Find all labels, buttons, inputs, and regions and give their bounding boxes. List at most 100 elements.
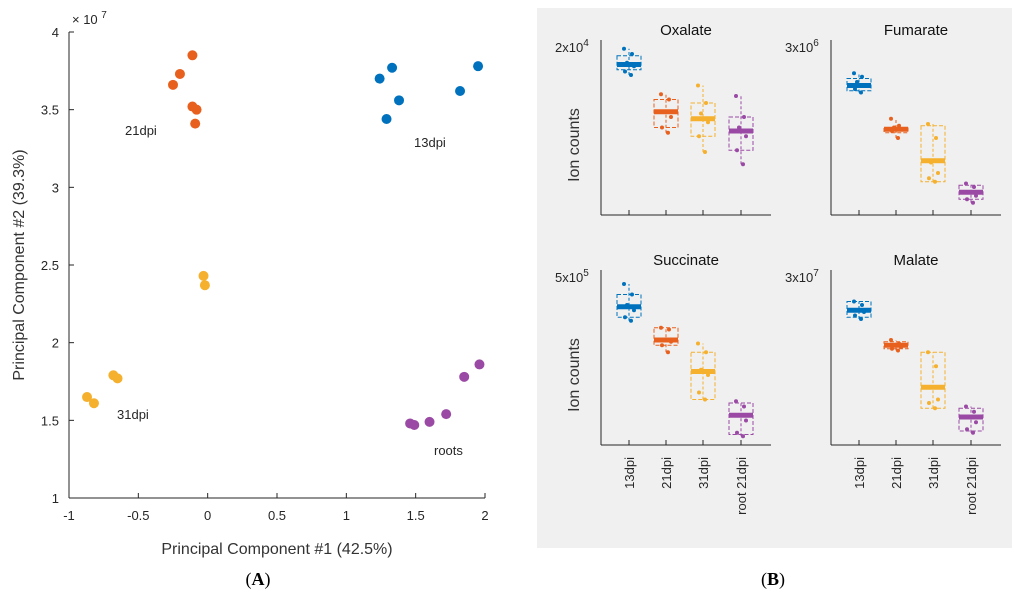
malate-point-13dpi	[862, 310, 866, 314]
fumarate-point-31dpi	[936, 171, 940, 175]
succinate-category-label: root 21dpi	[734, 457, 749, 515]
oxalate-median-31dpi	[691, 116, 715, 122]
succinate-y-axis-label: Ion counts	[566, 338, 583, 412]
pca-scatter-panel: -1 -0.5 0 0.5 1 1.5 2 1 1.5 2 2.5 3 3.5 4 21dpi 13dpi 3…	[11, 10, 489, 590]
pca-x-tick-label: -0.5	[127, 508, 149, 523]
fumarate-point-root 21dpi	[967, 190, 971, 195]
oxalate-point-31dpi	[706, 120, 710, 125]
succinate-category-label: 21dpi	[659, 457, 674, 489]
succinate-point-13dpi	[632, 308, 636, 313]
oxalate-box-root 21dpi	[728, 116, 754, 151]
pca-y-tick-label: 3	[52, 180, 59, 195]
malate-category-label: 21dpi	[889, 457, 904, 489]
oxalate-median-13dpi	[617, 62, 641, 67]
malate-ymax-exp: 7	[813, 268, 819, 279]
pca-y-axis-label: Principal Component #2 (39.3%)	[11, 149, 28, 380]
pca-point-31dpi	[88, 398, 99, 409]
fumarate-point-root 21dpi	[965, 197, 969, 202]
succinate-point-31dpi	[699, 367, 703, 372]
oxalate-point-31dpi	[704, 101, 708, 105]
succinate-title: Succinate	[653, 252, 719, 269]
succinate-point-21dpi	[662, 338, 666, 342]
succinate-point-root 21dpi	[737, 413, 741, 418]
pca-point-13dpi	[387, 62, 398, 73]
pca-y-tick-label: 1.5	[41, 413, 59, 428]
fumarate-point-31dpi	[929, 160, 933, 165]
fumarate-point-21dpi	[896, 136, 900, 140]
succinate-ymax-base: 5x10	[555, 270, 583, 285]
succinate-box-13dpi	[616, 294, 642, 318]
succinate-point-13dpi	[629, 318, 633, 323]
panel-b-background	[537, 8, 1012, 548]
malate-point-root 21dpi	[967, 415, 971, 419]
malate-point-21dpi	[899, 345, 903, 349]
succinate-box-root 21dpi	[728, 402, 754, 435]
fumarate-title: Fumarate	[884, 22, 948, 39]
pca-x-tick-label: 1	[343, 508, 350, 523]
malate-point-31dpi	[929, 385, 933, 390]
pca-point-roots	[441, 409, 452, 420]
succinate-category-label: 13dpi	[622, 457, 637, 489]
succinate-point-21dpi	[660, 343, 664, 348]
succinate-point-root 21dpi	[742, 404, 746, 409]
caption-b: (B)	[761, 569, 785, 590]
fumarate-point-root 21dpi	[972, 185, 976, 189]
succinate-point-root 21dpi	[735, 430, 739, 435]
oxalate-ymax-label: 2x104	[555, 38, 589, 55]
succinate-category-label: 31dpi	[696, 457, 711, 489]
succinate-box-21dpi	[653, 327, 679, 346]
fumarate-median-13dpi	[847, 83, 871, 88]
fumarate-point-13dpi	[860, 74, 864, 79]
oxalate-point-13dpi	[629, 73, 633, 77]
pca-label-31dpi: 31dpi	[117, 407, 149, 422]
pca-x-tick-label: 0	[204, 508, 211, 523]
pca-x-tick-label: 1.5	[407, 508, 425, 523]
caption-a-letter: A	[252, 569, 265, 589]
succinate-point-root 21dpi	[734, 399, 738, 404]
fumarate-median-31dpi	[921, 158, 945, 164]
malate-point-21dpi	[896, 348, 900, 353]
malate-category-label: root 21dpi	[964, 457, 979, 515]
oxalate-y-axis-label: Ion counts	[566, 108, 583, 182]
malate-point-root 21dpi	[974, 420, 978, 425]
fumarate-point-root 21dpi	[964, 181, 968, 186]
malate-point-21dpi	[890, 346, 894, 351]
fumarate-point-31dpi	[934, 136, 938, 140]
succinate-point-21dpi	[667, 327, 671, 332]
succinate-point-root 21dpi	[744, 418, 748, 423]
pca-point-13dpi	[394, 95, 405, 106]
pca-point-13dpi	[455, 86, 466, 97]
boxplot-fumarate: Fumarate 3x106	[785, 22, 1001, 216]
succinate-ymax-label: 5x105	[555, 268, 589, 285]
oxalate-point-13dpi	[625, 60, 629, 65]
oxalate-median-root 21dpi	[729, 128, 753, 134]
succinate-median-13dpi	[617, 304, 641, 310]
pca-point-31dpi	[199, 280, 210, 291]
pca-label-roots: roots	[434, 443, 463, 458]
malate-point-root 21dpi	[965, 427, 969, 432]
fumarate-point-13dpi	[853, 87, 857, 91]
succinate-point-21dpi	[669, 339, 673, 344]
oxalate-point-21dpi	[659, 92, 663, 97]
malate-point-31dpi	[926, 350, 930, 355]
pca-x-tick-label: 2	[481, 508, 488, 523]
pca-ticks: -1 -0.5 0 0.5 1 1.5 2 1 1.5 2 2.5 3 3.5 4	[41, 25, 489, 523]
oxalate-point-root 21dpi	[742, 115, 746, 119]
fumarate-ymax-label: 3x106	[785, 38, 819, 55]
oxalate-point-31dpi	[697, 134, 701, 139]
succinate-point-root 21dpi	[741, 434, 745, 439]
pca-group-labels: 21dpi 13dpi 31dpi roots	[117, 123, 463, 458]
fumarate-point-root 21dpi	[974, 193, 978, 198]
malate-point-21dpi	[892, 343, 896, 348]
malate-point-21dpi	[889, 338, 893, 342]
fumarate-point-31dpi	[926, 122, 930, 126]
succinate-point-31dpi	[696, 341, 700, 346]
malate-category-label: 13dpi	[852, 457, 867, 489]
oxalate-point-21dpi	[669, 115, 673, 119]
boxplot-succinate: Succinate 5x105 Ion counts 13dpi 21dpi 31dpi r…	[555, 252, 771, 515]
oxalate-point-31dpi	[696, 83, 700, 88]
oxalate-point-21dpi	[666, 130, 670, 135]
succinate-point-31dpi	[697, 390, 701, 395]
